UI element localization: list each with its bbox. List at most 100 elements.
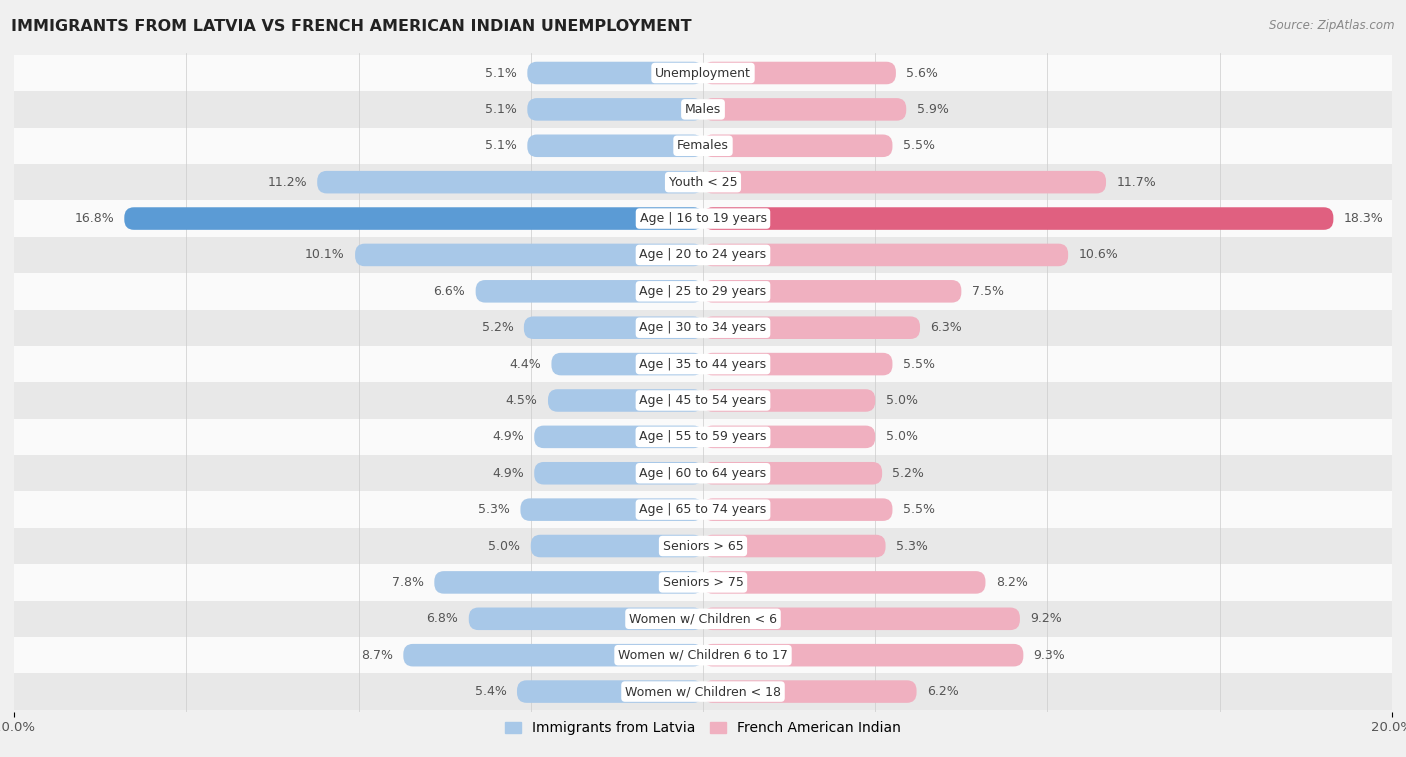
Text: 5.3%: 5.3%: [478, 503, 510, 516]
FancyBboxPatch shape: [468, 608, 703, 630]
Legend: Immigrants from Latvia, French American Indian: Immigrants from Latvia, French American …: [499, 716, 907, 741]
Text: Seniors > 75: Seniors > 75: [662, 576, 744, 589]
FancyBboxPatch shape: [14, 201, 1392, 237]
Text: 10.1%: 10.1%: [305, 248, 344, 261]
Text: 18.3%: 18.3%: [1344, 212, 1384, 225]
FancyBboxPatch shape: [524, 316, 703, 339]
Text: 6.2%: 6.2%: [927, 685, 959, 698]
Text: Youth < 25: Youth < 25: [669, 176, 737, 188]
Text: 4.9%: 4.9%: [492, 431, 524, 444]
Text: 5.0%: 5.0%: [886, 394, 918, 407]
FancyBboxPatch shape: [124, 207, 703, 230]
Text: 5.3%: 5.3%: [896, 540, 928, 553]
FancyBboxPatch shape: [703, 62, 896, 84]
Text: Women w/ Children 6 to 17: Women w/ Children 6 to 17: [619, 649, 787, 662]
FancyBboxPatch shape: [14, 528, 1392, 564]
Text: Age | 30 to 34 years: Age | 30 to 34 years: [640, 321, 766, 334]
FancyBboxPatch shape: [14, 273, 1392, 310]
FancyBboxPatch shape: [703, 171, 1107, 194]
FancyBboxPatch shape: [703, 534, 886, 557]
Text: Seniors > 65: Seniors > 65: [662, 540, 744, 553]
Text: 8.7%: 8.7%: [361, 649, 392, 662]
FancyBboxPatch shape: [14, 164, 1392, 201]
Text: 16.8%: 16.8%: [75, 212, 114, 225]
FancyBboxPatch shape: [14, 91, 1392, 128]
Text: Age | 20 to 24 years: Age | 20 to 24 years: [640, 248, 766, 261]
FancyBboxPatch shape: [404, 644, 703, 666]
FancyBboxPatch shape: [14, 55, 1392, 91]
Text: 4.4%: 4.4%: [509, 357, 541, 371]
FancyBboxPatch shape: [703, 425, 875, 448]
FancyBboxPatch shape: [703, 681, 917, 702]
Text: 4.9%: 4.9%: [492, 467, 524, 480]
FancyBboxPatch shape: [14, 237, 1392, 273]
Text: 5.5%: 5.5%: [903, 139, 935, 152]
FancyBboxPatch shape: [318, 171, 703, 194]
FancyBboxPatch shape: [14, 128, 1392, 164]
Text: Age | 45 to 54 years: Age | 45 to 54 years: [640, 394, 766, 407]
Text: Age | 55 to 59 years: Age | 55 to 59 years: [640, 431, 766, 444]
FancyBboxPatch shape: [534, 425, 703, 448]
Text: Males: Males: [685, 103, 721, 116]
Text: 11.2%: 11.2%: [267, 176, 307, 188]
FancyBboxPatch shape: [703, 353, 893, 375]
Text: 6.8%: 6.8%: [426, 612, 458, 625]
FancyBboxPatch shape: [475, 280, 703, 303]
FancyBboxPatch shape: [14, 346, 1392, 382]
Text: 6.6%: 6.6%: [433, 285, 465, 298]
Text: Women w/ Children < 18: Women w/ Children < 18: [626, 685, 780, 698]
Text: 5.1%: 5.1%: [485, 67, 517, 79]
FancyBboxPatch shape: [527, 62, 703, 84]
Text: 5.1%: 5.1%: [485, 103, 517, 116]
Text: Age | 60 to 64 years: Age | 60 to 64 years: [640, 467, 766, 480]
FancyBboxPatch shape: [703, 571, 986, 593]
FancyBboxPatch shape: [703, 389, 875, 412]
Text: Unemployment: Unemployment: [655, 67, 751, 79]
FancyBboxPatch shape: [14, 455, 1392, 491]
FancyBboxPatch shape: [14, 564, 1392, 600]
FancyBboxPatch shape: [703, 462, 882, 484]
FancyBboxPatch shape: [703, 644, 1024, 666]
FancyBboxPatch shape: [14, 382, 1392, 419]
Text: 5.1%: 5.1%: [485, 139, 517, 152]
FancyBboxPatch shape: [703, 98, 907, 120]
Text: 5.4%: 5.4%: [475, 685, 506, 698]
FancyBboxPatch shape: [703, 316, 920, 339]
FancyBboxPatch shape: [520, 498, 703, 521]
Text: 7.5%: 7.5%: [972, 285, 1004, 298]
Text: 5.6%: 5.6%: [907, 67, 938, 79]
FancyBboxPatch shape: [551, 353, 703, 375]
FancyBboxPatch shape: [703, 280, 962, 303]
Text: 5.2%: 5.2%: [482, 321, 513, 334]
Text: Age | 35 to 44 years: Age | 35 to 44 years: [640, 357, 766, 371]
Text: 10.6%: 10.6%: [1078, 248, 1118, 261]
Text: 9.2%: 9.2%: [1031, 612, 1062, 625]
Text: 5.9%: 5.9%: [917, 103, 949, 116]
Text: 6.3%: 6.3%: [931, 321, 962, 334]
Text: 5.5%: 5.5%: [903, 503, 935, 516]
FancyBboxPatch shape: [703, 207, 1333, 230]
FancyBboxPatch shape: [531, 534, 703, 557]
FancyBboxPatch shape: [14, 674, 1392, 710]
Text: Source: ZipAtlas.com: Source: ZipAtlas.com: [1270, 19, 1395, 32]
FancyBboxPatch shape: [14, 419, 1392, 455]
Text: 4.5%: 4.5%: [506, 394, 537, 407]
FancyBboxPatch shape: [703, 135, 893, 157]
Text: 5.0%: 5.0%: [488, 540, 520, 553]
Text: IMMIGRANTS FROM LATVIA VS FRENCH AMERICAN INDIAN UNEMPLOYMENT: IMMIGRANTS FROM LATVIA VS FRENCH AMERICA…: [11, 19, 692, 34]
FancyBboxPatch shape: [548, 389, 703, 412]
Text: 5.0%: 5.0%: [886, 431, 918, 444]
Text: Women w/ Children < 6: Women w/ Children < 6: [628, 612, 778, 625]
Text: 5.5%: 5.5%: [903, 357, 935, 371]
FancyBboxPatch shape: [14, 637, 1392, 674]
FancyBboxPatch shape: [703, 608, 1019, 630]
Text: 9.3%: 9.3%: [1033, 649, 1066, 662]
FancyBboxPatch shape: [14, 600, 1392, 637]
Text: 11.7%: 11.7%: [1116, 176, 1156, 188]
FancyBboxPatch shape: [527, 98, 703, 120]
FancyBboxPatch shape: [703, 498, 893, 521]
Text: Age | 16 to 19 years: Age | 16 to 19 years: [640, 212, 766, 225]
Text: Age | 25 to 29 years: Age | 25 to 29 years: [640, 285, 766, 298]
FancyBboxPatch shape: [517, 681, 703, 702]
FancyBboxPatch shape: [703, 244, 1069, 266]
